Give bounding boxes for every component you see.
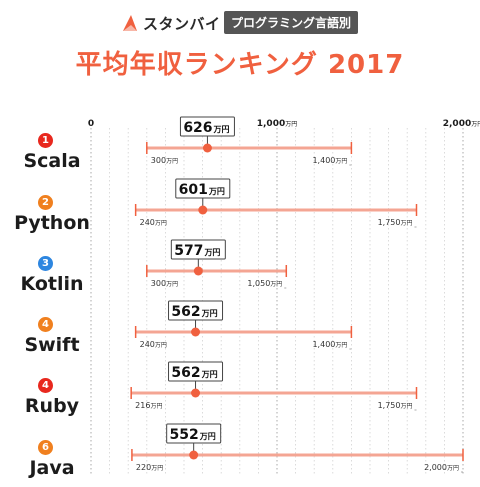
mean-value-label: 552万円 xyxy=(170,427,216,443)
mean-value-label: 562万円 xyxy=(171,304,217,320)
language-name: Scala xyxy=(23,150,81,172)
range-max-label: 1,750万円 xyxy=(378,218,413,227)
brand-mark-icon xyxy=(123,15,137,31)
rank-badge: 2 xyxy=(38,195,53,210)
header: スタンバイ プログラミング言語別 平均年収ランキング 2017 xyxy=(0,0,480,96)
x-tick-label: 2,000万円 xyxy=(443,119,480,129)
mean-dot xyxy=(193,266,203,276)
range-min-label: 216万円 xyxy=(135,401,162,410)
mean-value-label: 577万円 xyxy=(174,243,220,259)
language-name: Swift xyxy=(24,334,80,356)
range-min-label: 300万円 xyxy=(151,279,178,288)
range-max-label: 1,400万円 xyxy=(312,340,347,349)
language-name: Java xyxy=(29,457,75,479)
x-tick-label: 1,000万円 xyxy=(257,119,297,129)
mean-dot xyxy=(198,205,208,215)
rank-badge: 6 xyxy=(38,440,53,455)
language-name: Kotlin xyxy=(20,273,84,295)
range-min-label: 300万円 xyxy=(151,156,178,165)
range-max-label: 2,000万円 xyxy=(424,463,459,472)
brand-name: スタンバイ xyxy=(143,14,221,33)
range-max-label: 1,750万円 xyxy=(378,401,413,410)
range-min-label: 240万円 xyxy=(140,218,167,227)
language-name: Ruby xyxy=(24,395,80,417)
mean-dot xyxy=(189,450,199,460)
mean-value-label: 562万円 xyxy=(171,365,217,381)
x-tick-label: 0 xyxy=(88,119,94,129)
range-max-label: 1,400万円 xyxy=(312,156,347,165)
mean-dot xyxy=(191,388,201,398)
mean-dot xyxy=(191,327,201,337)
range-min-label: 220万円 xyxy=(136,463,163,472)
rank-badge: 1 xyxy=(38,133,53,148)
rank-badge: 4 xyxy=(38,378,53,393)
mean-value-label: 626万円 xyxy=(183,120,229,136)
subtitle-badge: プログラミング言語別 xyxy=(224,11,359,34)
language-name: Python xyxy=(14,212,90,234)
mean-dot xyxy=(202,143,212,153)
mean-value-label: 601万円 xyxy=(179,182,225,198)
rank-badge: 3 xyxy=(38,256,53,271)
range-max-label: 1,050万円 xyxy=(247,279,282,288)
rank-badge: 4 xyxy=(38,317,53,332)
brand-logo: スタンバイ xyxy=(121,12,221,34)
chart-title: 平均年収ランキング 2017 xyxy=(75,50,405,80)
range-min-label: 240万円 xyxy=(140,340,167,349)
